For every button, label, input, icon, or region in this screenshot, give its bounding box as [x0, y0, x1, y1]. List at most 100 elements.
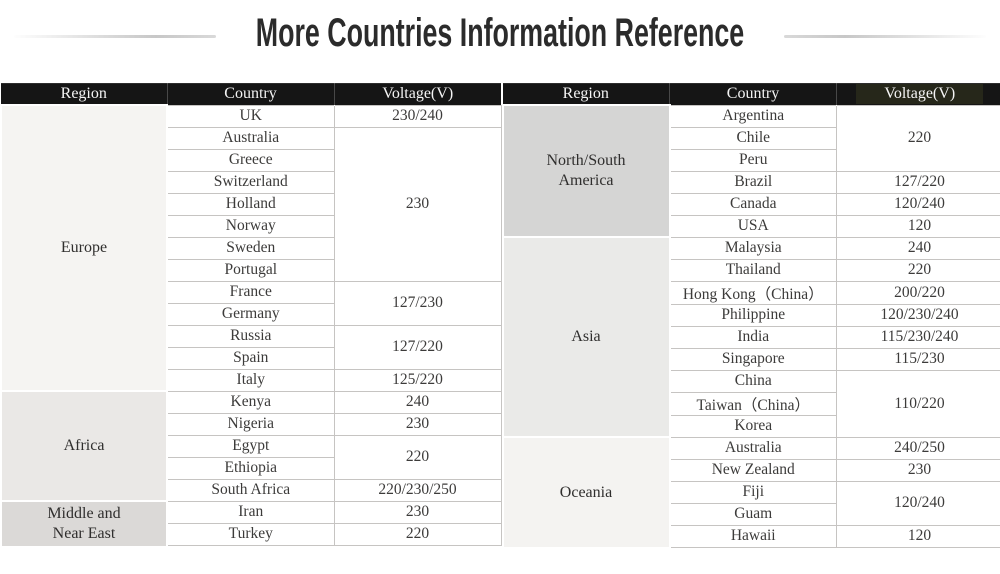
country-cell: Argentina: [669, 104, 837, 128]
country-cell: Sweden: [166, 236, 335, 260]
table-row: North/South America Argentina 220: [501, 104, 1000, 237]
country-cell: Kenya: [166, 390, 335, 414]
voltage-cell: 220/230/250: [333, 478, 502, 502]
country-cell: Peru: [669, 148, 837, 172]
decorative-line-right: [784, 35, 986, 38]
country-cell: Germany: [166, 302, 335, 326]
table-row: Holland: [1, 192, 501, 216]
voltage-cell: 220: [333, 434, 502, 480]
voltage-cell: 220: [333, 522, 502, 547]
country-cell: Greece: [166, 148, 335, 172]
table-row: Russia 127/220: [1, 324, 502, 370]
table-row: Korea: [503, 414, 1000, 438]
region-label: Oceania: [559, 483, 613, 501]
table-row: Hawaii 120: [503, 524, 1000, 548]
table-row: Peru: [503, 148, 1000, 172]
table-row: Europe UK 230/240: [0, 103, 502, 392]
column-header-country: Country: [669, 83, 837, 105]
region-label: North/South America: [546, 152, 626, 189]
region-cell: Asia: [501, 236, 671, 437]
voltage-cell: 240/250: [836, 436, 1000, 460]
country-cell: Thailand: [669, 258, 837, 282]
country-cell: Spain: [166, 346, 335, 370]
country-cell: China: [669, 369, 837, 393]
voltage-table-left: Region Country Voltage(V) Europe UK 230/240 A…: [0, 83, 502, 547]
country-cell: Fiji: [669, 480, 837, 504]
country-cell: Australia: [166, 126, 335, 150]
voltage-cell: 120/240: [836, 480, 1000, 526]
table-row: Middle and Near East Iran 230: [0, 500, 502, 546]
table-row: Brazil 127/220: [503, 170, 1000, 194]
column-header-country: Country: [167, 83, 335, 105]
table-row: Africa Kenya 240: [0, 390, 502, 502]
table-row: Italy 125/220: [1, 368, 502, 392]
table-body-right: North/South America Argentina 220 Chile Peru…: [501, 104, 1000, 548]
table-row: Australia 230: [1, 126, 502, 282]
table-row: Fiji 120/240: [503, 480, 1000, 526]
column-header-voltage-v-: Voltage(V): [836, 83, 1000, 105]
country-cell: Portugal: [166, 258, 335, 282]
country-cell: India: [669, 325, 837, 349]
country-cell: Philippine: [669, 303, 837, 327]
country-cell: Hong Kong（China）: [669, 280, 837, 305]
table-row: Turkey 220: [1, 522, 502, 547]
region-cell: Europe: [0, 103, 168, 392]
country-cell: Holland: [166, 192, 335, 216]
country-cell: Malaysia: [669, 236, 837, 260]
table-header-right: Region Country Voltage(V): [502, 83, 1000, 105]
voltage-cell: 115/230/240: [836, 325, 1000, 349]
voltage-cell: 230: [333, 500, 502, 524]
table-row: Chile: [503, 126, 1000, 150]
table-row: Philippine 120/230/240: [503, 303, 1000, 327]
table-row: South Africa 220/230/250: [1, 478, 502, 502]
column-header-region: Region: [502, 83, 670, 105]
page-title: More Countries Information Reference: [255, 11, 745, 55]
country-cell: Ethiopia: [166, 456, 335, 480]
table-row: China 110/220: [503, 369, 1000, 438]
voltage-header-highlight: Voltage(V): [856, 84, 984, 105]
voltage-cell: 120/230/240: [836, 303, 1000, 327]
country-cell: Australia: [669, 436, 837, 460]
country-cell: Canada: [669, 192, 837, 216]
table-row: Hong Kong（China） 200/220: [503, 280, 1000, 305]
voltage-cell: 120/240: [836, 192, 1000, 216]
country-cell: France: [166, 280, 335, 304]
table-row: Nigeria 230: [1, 412, 502, 436]
country-cell: Guam: [669, 502, 837, 526]
voltage-cell: 230/240: [333, 104, 502, 128]
table-row: Taiwan（China）: [503, 391, 1000, 416]
country-cell: Chile: [669, 126, 837, 150]
voltage-cell: 120: [836, 214, 1000, 238]
table-row: Canada 120/240: [503, 192, 1000, 216]
country-cell: Brazil: [669, 170, 837, 194]
voltage-cell: 110/220: [836, 369, 1000, 438]
table-header-left: Region Country Voltage(V): [1, 83, 501, 105]
table-row: New Zealand 230: [503, 458, 1000, 482]
country-cell: USA: [669, 214, 837, 238]
table-row: Oceania Australia 240/250: [501, 436, 1000, 547]
voltage-cell: 120: [836, 524, 1000, 548]
country-cell: Egypt: [166, 434, 335, 458]
voltage-cell: 230: [836, 458, 1000, 482]
voltage-cell: 125/220: [333, 368, 502, 392]
region-label: Europe: [60, 239, 108, 257]
table-row: USA 120: [503, 214, 1000, 238]
region-label: Asia: [571, 328, 601, 345]
country-cell: South Africa: [166, 478, 335, 502]
country-cell: Norway: [166, 214, 335, 238]
voltage-cell: 220: [836, 104, 1000, 172]
country-cell: New Zealand: [669, 458, 837, 482]
table-row: Portugal: [1, 258, 501, 282]
voltage-cell: 127/220: [333, 324, 502, 370]
region-label: Africa: [63, 437, 105, 455]
region-cell: Middle and Near East: [0, 500, 168, 546]
country-cell: Italy: [166, 368, 335, 392]
voltage-cell: 230: [333, 412, 502, 436]
country-cell: Russia: [166, 324, 335, 348]
region-cell: North/South America: [501, 104, 671, 237]
table-row: Guam: [503, 502, 1000, 526]
table-row: France 127/230: [1, 280, 502, 326]
voltage-cell: 127/220: [836, 170, 1000, 194]
table-row: Germany: [1, 302, 501, 326]
country-cell: Turkey: [166, 522, 335, 547]
